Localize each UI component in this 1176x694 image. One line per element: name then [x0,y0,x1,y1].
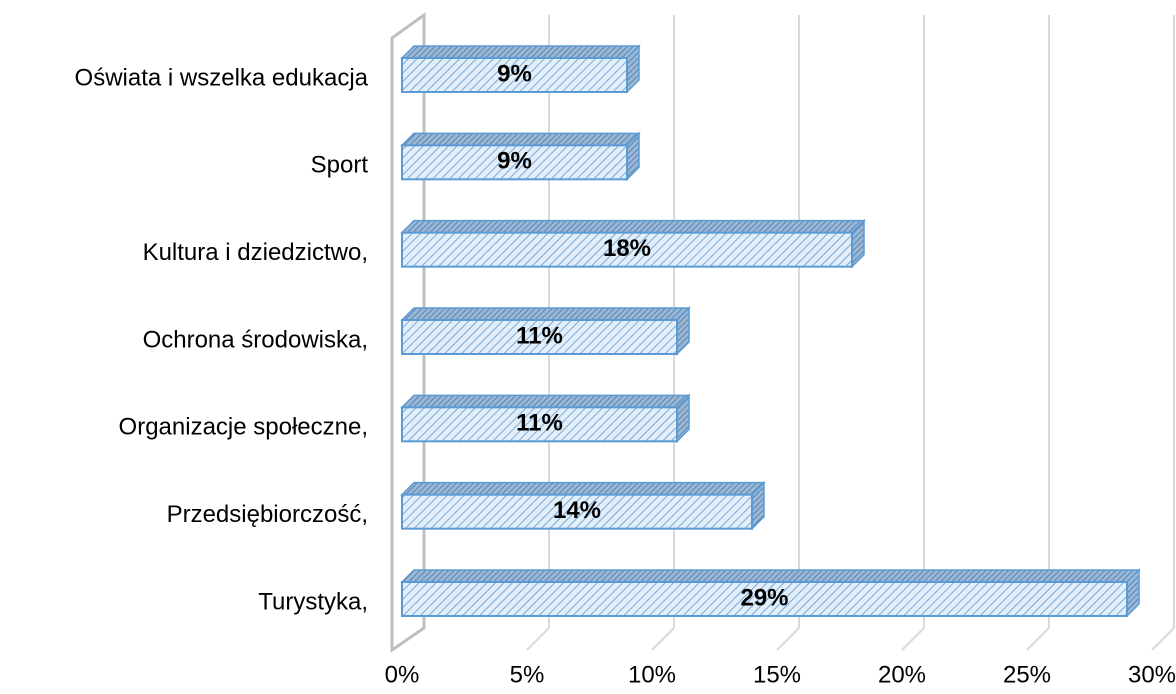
y-tick-label: Przedsiębiorczość, [167,501,368,528]
bar [401,319,678,355]
value-label: 9% [497,148,532,175]
bar [401,493,753,530]
grid-line-floor [526,627,550,651]
bar-top [400,307,691,321]
grid-line-floor [901,627,925,651]
bar [401,144,628,181]
bar-top [400,394,691,409]
value-label: 9% [497,60,532,87]
y-tick-label: Sport [311,152,369,179]
bar-top [400,569,1141,583]
bar [401,231,853,268]
grid-line-floor [776,627,800,651]
bar [401,406,678,443]
bar-top [400,219,866,234]
x-tick-label: 30% [1128,661,1176,688]
x-tick-label: 5% [510,661,545,688]
grid-line-floor [1026,627,1050,651]
x-tick-label: 0% [385,661,420,688]
bar-top [400,45,641,59]
x-tick-label: 20% [878,661,926,688]
grid-line-floor [651,627,675,651]
x-tick-label: 10% [628,661,676,688]
value-label: 14% [553,497,601,524]
x-tick-label: 15% [753,661,801,688]
value-label: 18% [603,235,651,262]
value-label: 29% [740,584,788,611]
y-tick-label: Turystyka, [258,588,368,615]
y-tick-label: Kultura i dziedzictwo, [143,239,368,266]
grid-line-floor [1151,627,1175,651]
bar-top [400,481,766,496]
x-tick-label: 25% [1003,661,1051,688]
bar [401,581,1128,617]
y-tick-label: Organizacje społeczne, [119,414,368,441]
bar [401,57,628,93]
value-label: 11% [516,410,563,437]
bar-top [400,132,641,147]
y-tick-label: Ochrona środowiska, [143,326,368,353]
value-label: 11% [516,322,563,349]
y-tick-label: Oświata i wszelka edukacja [75,64,369,91]
